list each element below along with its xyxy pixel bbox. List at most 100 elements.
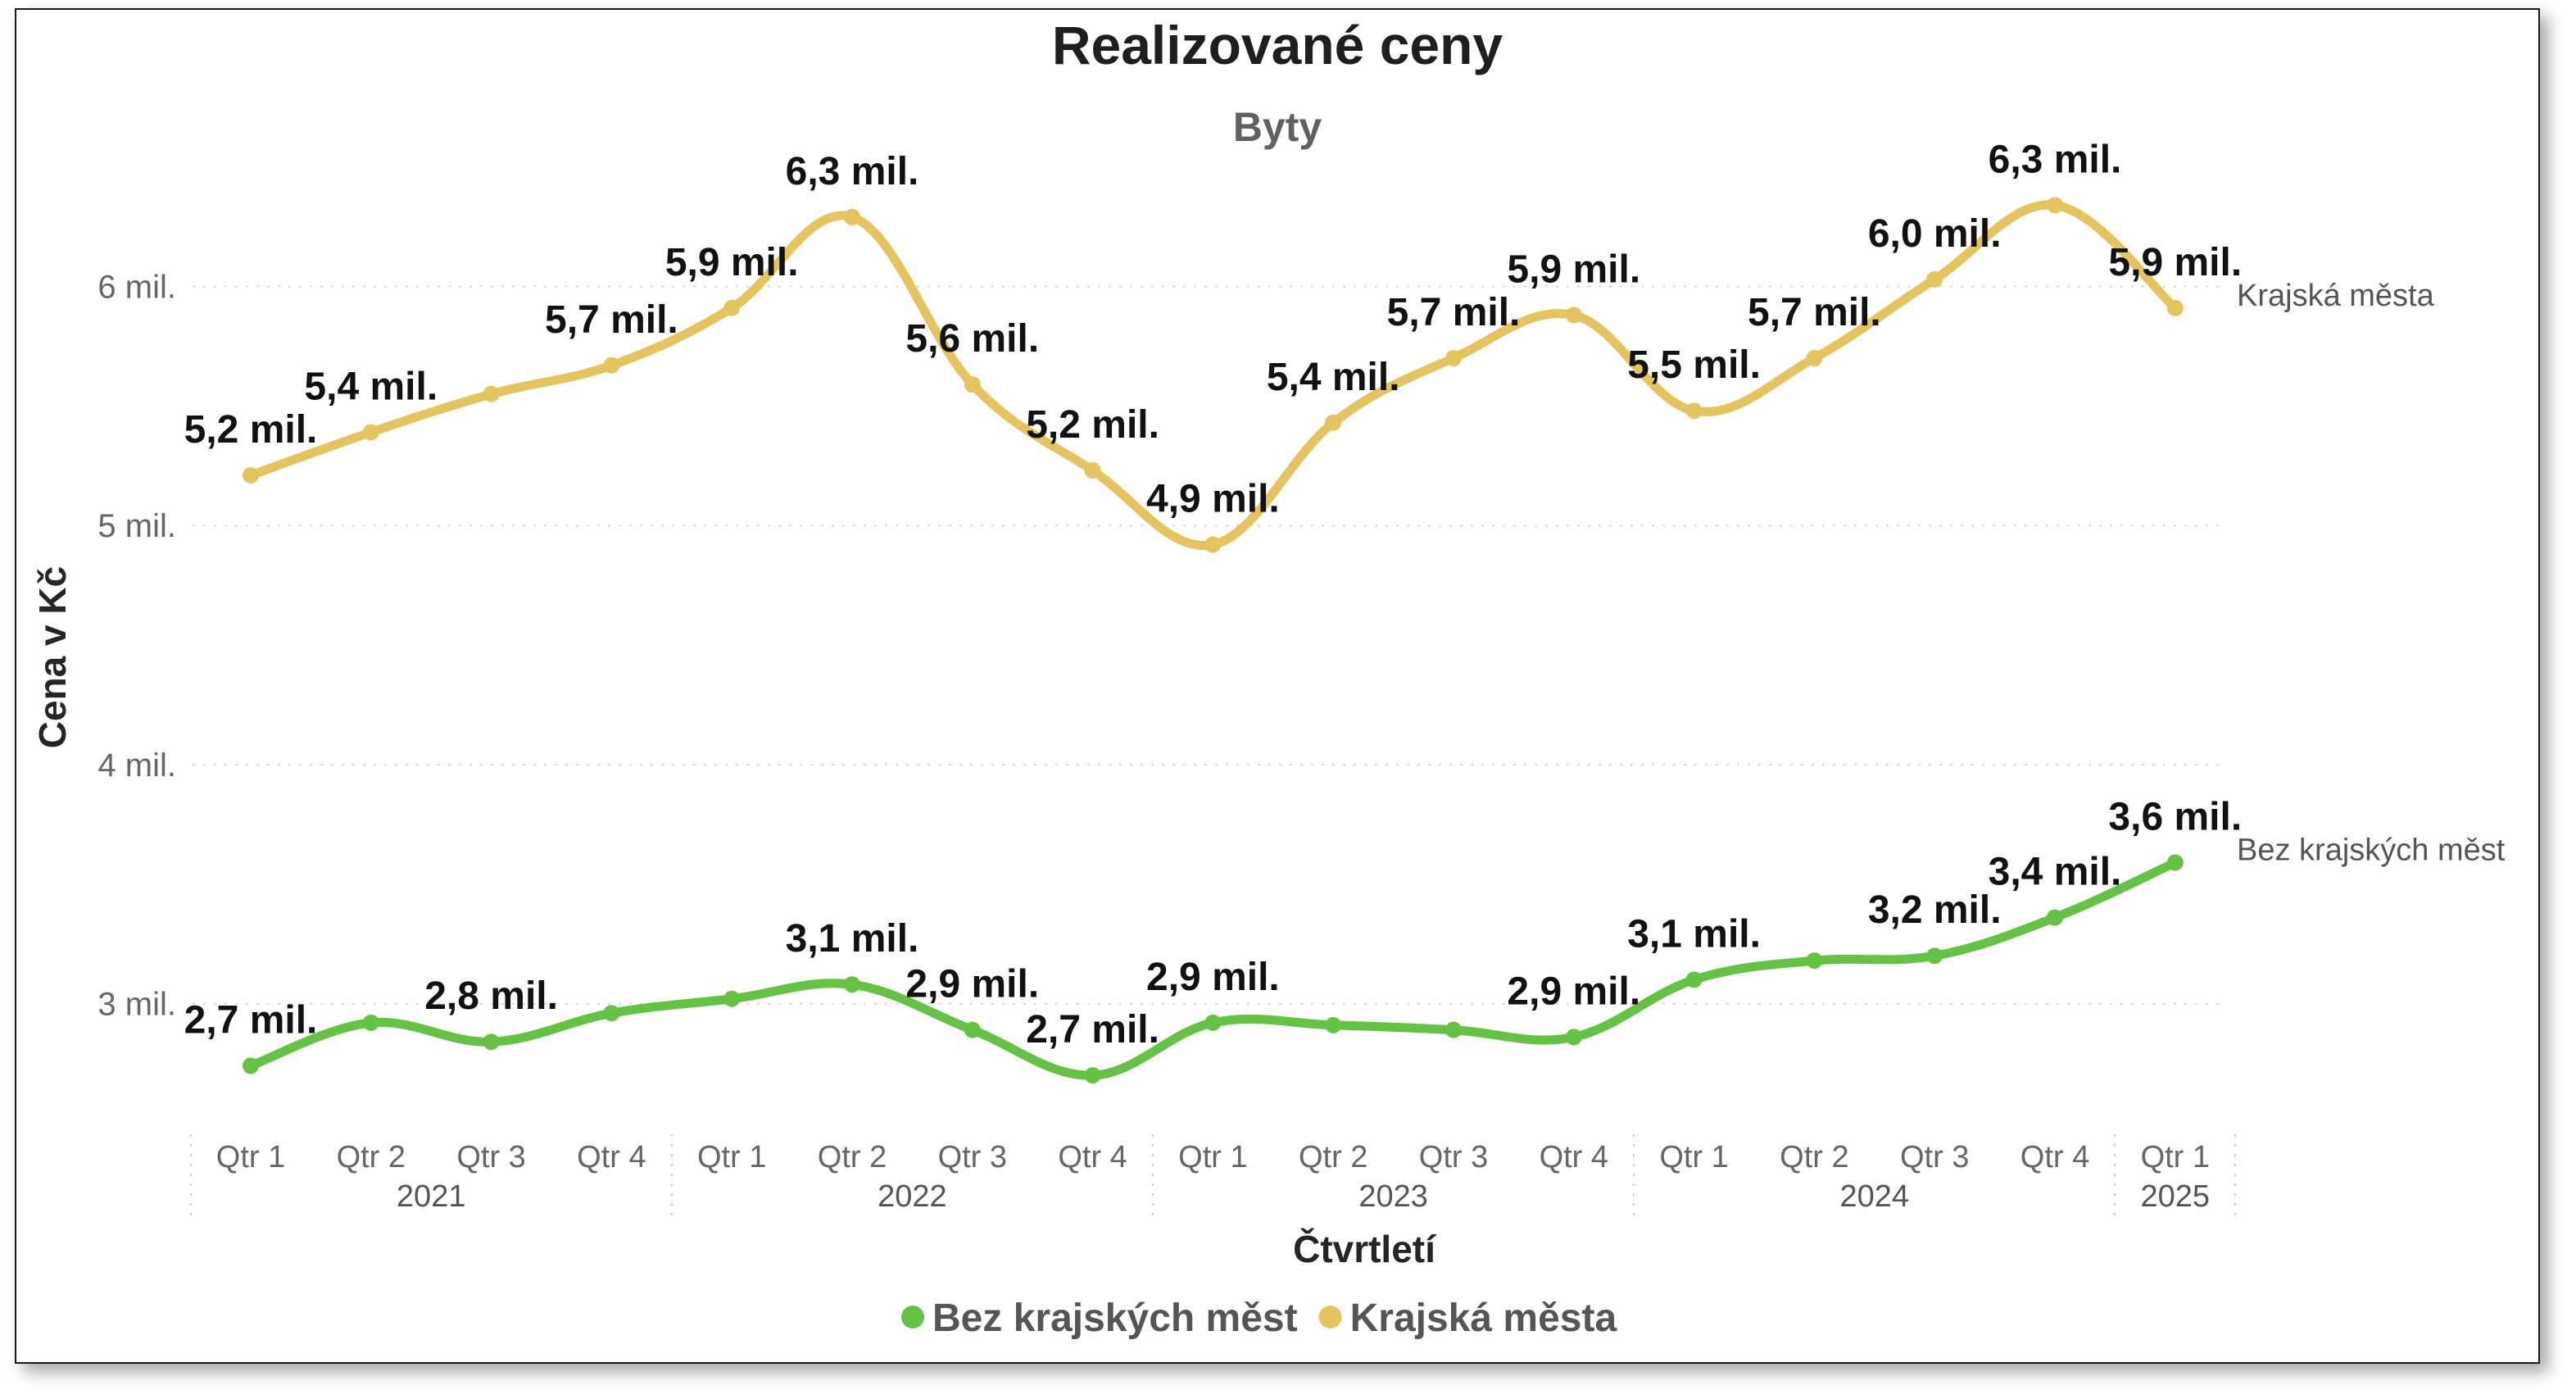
data-point-bez-krajskych-mest[interactable] [1685, 971, 1703, 988]
x-axis-title: Čtvrtletí [1293, 1228, 1437, 1270]
data-point-krajska-mesta[interactable] [362, 424, 379, 441]
data-label: 5,5 mil. [1627, 343, 1761, 387]
data-point-bez-krajskych-mest[interactable] [1325, 1016, 1342, 1033]
data-point-bez-krajskych-mest[interactable] [1806, 952, 1823, 970]
data-point-bez-krajskych-mest[interactable] [2166, 854, 2184, 871]
x-tick-label: Qtr 3 [1900, 1140, 1969, 1174]
data-point-krajska-mesta[interactable] [1204, 536, 1222, 553]
data-labels: 2,7 mil.2,8 mil.3,1 mil.2,9 mil.2,7 mil.… [184, 138, 2506, 1052]
data-label: 2,9 mil. [905, 963, 1039, 1006]
data-label: 6,3 mil. [786, 150, 919, 193]
data-point-bez-krajskych-mest[interactable] [844, 976, 860, 993]
x-tick-label: Qtr 3 [1419, 1140, 1488, 1174]
x-tick-label: Qtr 3 [456, 1140, 525, 1174]
y-axis-title: Cena v Kč [31, 566, 74, 748]
data-label: 2,9 mil. [1507, 970, 1640, 1013]
x-tick-label: Qtr 2 [1299, 1140, 1367, 1174]
legend[interactable]: Bez krajských měst Krajská města [901, 1297, 1617, 1340]
data-label: 5,9 mil. [665, 241, 799, 284]
x-tick-label: Qtr 1 [216, 1140, 285, 1174]
data-label: 2,8 mil. [424, 974, 558, 1018]
data-label: 5,4 mil. [1267, 356, 1400, 399]
x-tick-label: Qtr 4 [577, 1140, 646, 1174]
data-point-krajska-mesta[interactable] [1325, 414, 1342, 431]
data-point-krajska-mesta[interactable] [1565, 307, 1582, 324]
x-tick-label: Qtr 2 [337, 1140, 406, 1174]
data-point-bez-krajskych-mest[interactable] [1084, 1067, 1101, 1084]
data-label: 5,7 mil. [545, 298, 678, 342]
data-label: 2,7 mil. [184, 998, 318, 1042]
data-point-krajska-mesta[interactable] [964, 376, 981, 393]
data-label: 5,2 mil. [184, 408, 318, 452]
legend-label: Krajská města [1350, 1297, 1617, 1340]
data-label: 6,0 mil. [1868, 212, 2002, 256]
x-year-label: 2022 [878, 1179, 947, 1214]
data-label: 5,4 mil. [304, 365, 438, 408]
data-point-bez-krajskych-mest[interactable] [2047, 909, 2063, 926]
data-label: 3,6 mil. [2108, 795, 2242, 838]
x-tick-label: Qtr 4 [1540, 1140, 1608, 1174]
x-year-label: 2024 [1840, 1179, 1910, 1214]
data-label: 6,3 mil. [1989, 138, 2122, 181]
y-tick-label: 3 mil. [98, 987, 176, 1023]
x-tick-label: Qtr 3 [938, 1140, 1007, 1174]
data-point-bez-krajskych-mest[interactable] [964, 1021, 981, 1038]
line-chart: Realizované ceny Byty Cena v Kč Čtvrtlet… [31, 15, 2506, 1340]
data-point-bez-krajskych-mest[interactable] [483, 1033, 500, 1051]
legend-marker [1318, 1306, 1342, 1329]
data-label: 3,4 mil. [1989, 851, 2122, 894]
legend-item-bez-krajskych-mest[interactable]: Bez krajských měst [901, 1297, 1298, 1340]
x-tick-label: Qtr 2 [1780, 1140, 1848, 1174]
data-point-krajska-mesta[interactable] [1084, 462, 1101, 479]
data-label: 5,2 mil. [1026, 403, 1159, 447]
data-label: 5,9 mil. [2108, 241, 2242, 284]
data-point-bez-krajskych-mest[interactable] [1926, 947, 1943, 965]
series-end-label: Krajská města [2237, 279, 2435, 313]
chart-title: Realizované ceny [1052, 15, 1503, 75]
x-tick-label: Qtr 4 [2020, 1140, 2089, 1174]
y-tick-label: 6 mil. [98, 270, 176, 306]
data-point-krajska-mesta[interactable] [2047, 197, 2063, 214]
data-point-bez-krajskych-mest[interactable] [1204, 1014, 1222, 1031]
data-label: 5,9 mil. [1507, 248, 1640, 292]
data-point-krajska-mesta[interactable] [483, 385, 500, 402]
y-tick-label: 4 mil. [98, 747, 176, 784]
legend-label: Bez krajských měst [932, 1297, 1298, 1340]
data-point-bez-krajskych-mest[interactable] [723, 990, 741, 1007]
data-label: 3,2 mil. [1868, 888, 2002, 932]
x-tick-label: Qtr 1 [1659, 1140, 1728, 1174]
data-label: 5,6 mil. [905, 317, 1039, 361]
data-point-bez-krajskych-mest[interactable] [362, 1014, 379, 1031]
x-tick-label: Qtr 4 [1058, 1140, 1127, 1174]
data-point-krajska-mesta[interactable] [1806, 350, 1823, 367]
legend-marker [901, 1306, 924, 1329]
data-label: 4,9 mil. [1146, 478, 1280, 521]
x-tick-label: Qtr 2 [818, 1140, 887, 1174]
x-tick-label: Qtr 1 [1178, 1140, 1247, 1174]
legend-item-krajska-mesta[interactable]: Krajská města [1318, 1297, 1617, 1340]
data-label: 3,1 mil. [1627, 912, 1761, 956]
x-year-label: 2023 [1358, 1179, 1428, 1214]
data-point-krajska-mesta[interactable] [844, 208, 860, 225]
chart-subtitle: Byty [1233, 104, 1322, 150]
data-point-krajska-mesta[interactable] [2166, 299, 2184, 316]
series-end-label: Bez krajských měst [2237, 833, 2506, 867]
data-point-bez-krajskych-mest[interactable] [243, 1057, 259, 1074]
data-label: 3,1 mil. [786, 917, 919, 961]
data-point-krajska-mesta[interactable] [603, 357, 620, 374]
chart-card: Realizované ceny Byty Cena v Kč Čtvrtlet… [15, 8, 2540, 1364]
data-point-krajska-mesta[interactable] [1685, 402, 1703, 420]
data-point-krajska-mesta[interactable] [243, 466, 259, 484]
data-point-krajska-mesta[interactable] [723, 299, 741, 316]
x-axis: Qtr 1 Qtr 2 Qtr 3 Qtr 4 Qtr 1 Qtr 2 Qtr 3 Qtr 4… [190, 1134, 2236, 1223]
data-label: 5,7 mil. [1387, 291, 1521, 334]
series-lines [243, 197, 2184, 1084]
x-year-label: 2025 [2141, 1179, 2211, 1214]
data-label: 2,7 mil. [1026, 1008, 1159, 1052]
data-label: 2,9 mil. [1146, 956, 1280, 999]
data-point-krajska-mesta[interactable] [1445, 350, 1462, 367]
data-point-krajska-mesta[interactable] [1926, 270, 1943, 288]
data-point-bez-krajskych-mest[interactable] [1445, 1021, 1462, 1038]
data-point-bez-krajskych-mest[interactable] [1565, 1029, 1582, 1046]
data-point-bez-krajskych-mest[interactable] [603, 1005, 620, 1022]
